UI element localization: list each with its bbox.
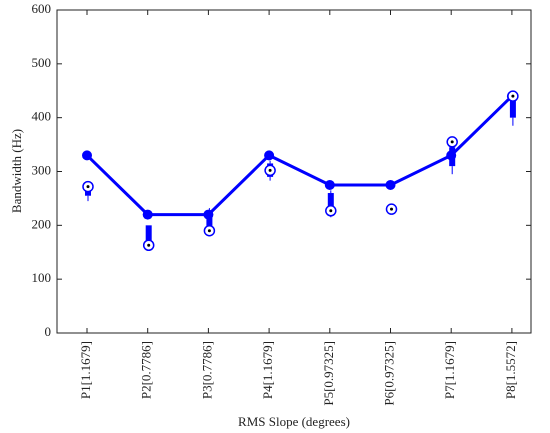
y-tick-label: 600 (32, 1, 52, 16)
x-tick-label: P2[0.7786] (139, 341, 154, 399)
median-dot (450, 140, 454, 144)
x-tick-label: P7[1.1679] (442, 341, 457, 399)
median-dot (511, 94, 515, 98)
median-dot (207, 229, 211, 233)
marker (385, 179, 396, 190)
x-tick-label: P5[0.97325] (321, 341, 336, 406)
y-tick-label: 400 (32, 109, 52, 124)
marker (324, 179, 335, 190)
line (85, 95, 513, 217)
y-tick-label: 100 (32, 270, 52, 285)
x-tick-label: P4[1.1679] (260, 341, 275, 399)
median-dot (86, 185, 90, 189)
box (206, 214, 213, 229)
median-dot (390, 207, 393, 211)
x-axis-label: RMS Slope (degrees) (238, 414, 350, 429)
y-tick-label: 200 (32, 216, 52, 231)
marker (264, 150, 275, 161)
median-dot (329, 209, 333, 213)
box (509, 98, 516, 118)
marker (142, 209, 153, 220)
x-tick-label: P8[1.5572] (503, 341, 518, 399)
box (449, 147, 456, 167)
median-dot (268, 168, 272, 172)
y-tick-label: 0 (45, 324, 52, 339)
box (145, 225, 152, 245)
plot-frame (56, 9, 532, 334)
x-tick-label: P1[1.1679] (78, 341, 93, 399)
y-tick-label: 300 (32, 162, 52, 177)
x-tick-label: P6[0.97325] (381, 341, 396, 406)
y-tick-label: 500 (32, 55, 52, 70)
marker (82, 150, 92, 161)
box (327, 193, 334, 210)
y-axis-label: Bandwidth (Hz) (9, 129, 24, 213)
median-dot (147, 243, 151, 247)
x-tick-label: P3[0.7786] (199, 341, 214, 399)
